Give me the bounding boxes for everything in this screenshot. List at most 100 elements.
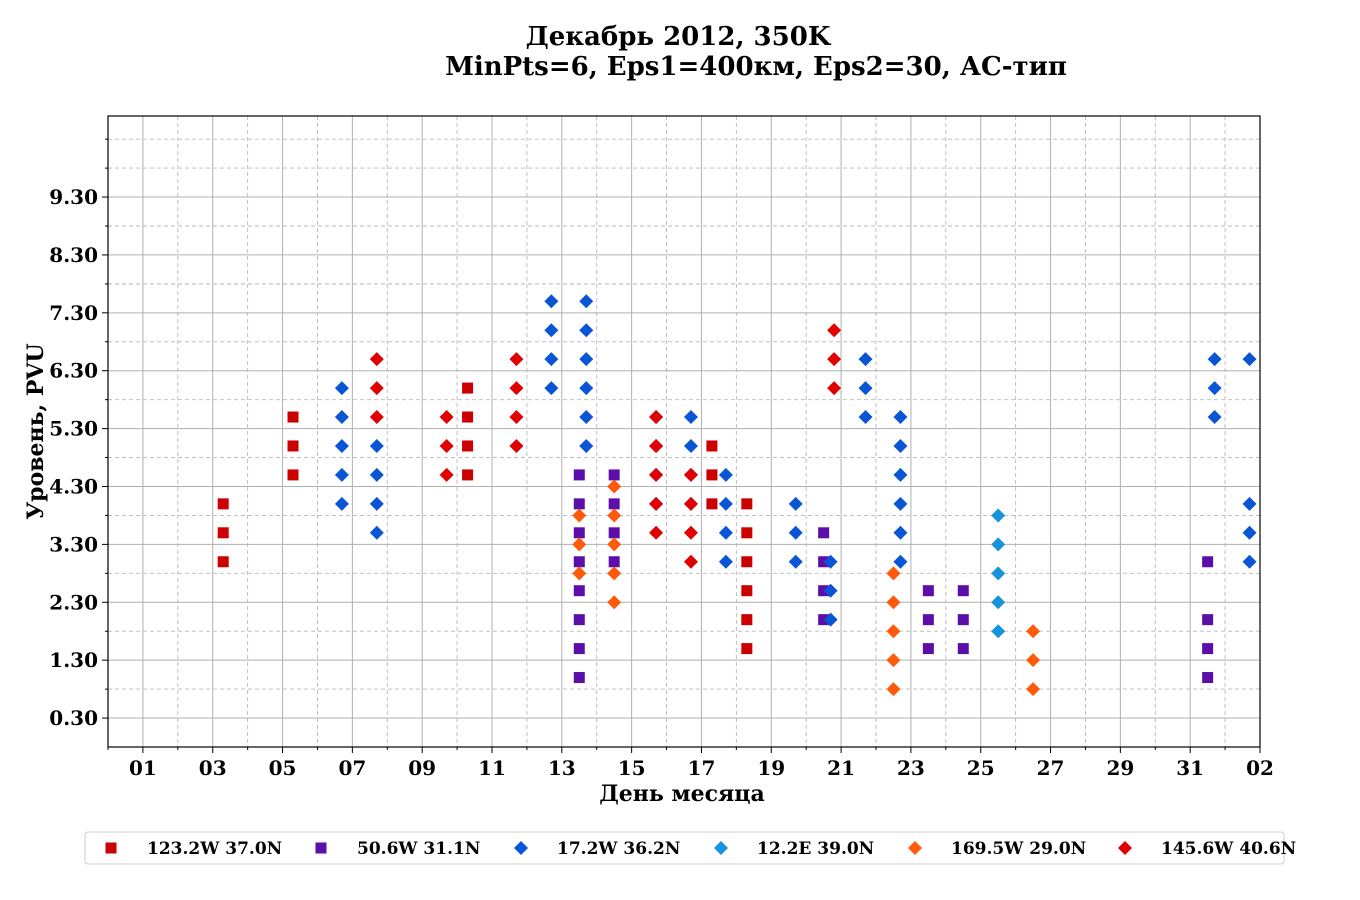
legend-label: 12.2E 39.0N: [757, 839, 874, 859]
data-point: [217, 527, 229, 539]
x-tick-label: 05: [269, 756, 297, 780]
data-point: [217, 498, 229, 510]
data-point: [572, 566, 587, 581]
data-point: [509, 381, 524, 396]
data-point: [439, 467, 454, 482]
data-point: [573, 614, 585, 626]
x-tick-label: 01: [129, 756, 157, 780]
data-point: [287, 411, 299, 423]
data-point: [823, 612, 838, 627]
data-point: [827, 323, 842, 338]
plot-frame: [107, 115, 1261, 748]
y-tick-label: 5.30: [49, 417, 98, 441]
data-point: [893, 467, 908, 482]
data-point: [439, 410, 454, 425]
data-point: [287, 469, 299, 481]
data-point: [683, 438, 698, 453]
data-point: [718, 467, 733, 482]
data-point: [1202, 643, 1214, 655]
data-point: [1207, 381, 1222, 396]
data-point: [922, 643, 934, 655]
legend-label: 123.2W 37.0N: [147, 839, 282, 859]
data-point: [718, 554, 733, 569]
data-point: [886, 566, 901, 581]
data-point: [788, 525, 803, 540]
data-point: [922, 614, 934, 626]
data-point: [217, 556, 229, 568]
data-point: [991, 508, 1006, 523]
data-point: [573, 469, 585, 481]
legend-entry: 123.2W 37.0N: [105, 839, 282, 859]
y-tick-label: 1.30: [49, 648, 98, 672]
data-point: [823, 583, 838, 598]
x-tick-label: 19: [757, 756, 785, 780]
data-point: [788, 496, 803, 511]
data-point: [462, 382, 474, 394]
legend-label: 17.2W 36.2N: [557, 839, 680, 859]
data-point: [607, 508, 622, 523]
data-point: [1207, 352, 1222, 367]
data-point: [1207, 410, 1222, 425]
x-tick-label: 21: [827, 756, 855, 780]
series-6: [369, 323, 842, 569]
legend: 123.2W 37.0N 50.6W 31.1N 17.2W 36.2N 12.2E …: [84, 831, 1296, 865]
legend-marker: [514, 841, 528, 855]
data-point: [579, 294, 594, 309]
data-point: [334, 496, 349, 511]
data-point: [573, 498, 585, 510]
x-tick-label: 09: [408, 756, 436, 780]
data-point: [991, 624, 1006, 639]
data-point: [369, 496, 384, 511]
data-point: [572, 508, 587, 523]
data-point: [649, 496, 664, 511]
data-point: [607, 479, 622, 494]
data-point: [369, 410, 384, 425]
y-tick-label: 2.30: [49, 590, 98, 614]
series-1: [217, 382, 753, 655]
legend-label: 145.6W 40.6N: [1161, 839, 1296, 859]
series-3: [334, 294, 1257, 627]
data-point: [607, 537, 622, 552]
x-tick-label: 31: [1176, 756, 1204, 780]
data-point: [893, 554, 908, 569]
data-point: [462, 411, 474, 423]
legend-marker: [908, 841, 922, 855]
data-point: [369, 525, 384, 540]
data-point: [544, 352, 559, 367]
data-point: [922, 585, 934, 597]
data-point: [509, 352, 524, 367]
data-point: [608, 469, 620, 481]
data-point: [957, 585, 969, 597]
y-tick-label: 3.30: [49, 532, 98, 556]
data-point: [573, 643, 585, 655]
data-point: [509, 410, 524, 425]
data-point: [741, 556, 753, 568]
data-point: [334, 467, 349, 482]
data-point: [1026, 653, 1041, 668]
data-point: [818, 527, 830, 539]
data-points: [217, 294, 1257, 697]
data-point: [683, 410, 698, 425]
data-point: [573, 556, 585, 568]
x-tick-label: 15: [618, 756, 646, 780]
data-point: [886, 682, 901, 697]
legend-label: 169.5W 29.0N: [951, 839, 1086, 859]
legend-label: 50.6W 31.1N: [357, 839, 480, 859]
data-point: [608, 527, 620, 539]
data-point: [649, 410, 664, 425]
data-point: [649, 467, 664, 482]
data-point: [369, 438, 384, 453]
data-point: [462, 469, 474, 481]
legend-marker: [1118, 841, 1132, 855]
data-point: [827, 352, 842, 367]
x-tick-label: 29: [1106, 756, 1134, 780]
legend-entry: 50.6W 31.1N: [315, 839, 480, 859]
data-point: [886, 595, 901, 610]
data-point: [1242, 525, 1257, 540]
data-point: [369, 467, 384, 482]
data-point: [718, 525, 733, 540]
data-point: [741, 498, 753, 510]
series-5: [572, 479, 1041, 697]
x-axis-label: День месяца: [599, 781, 765, 807]
